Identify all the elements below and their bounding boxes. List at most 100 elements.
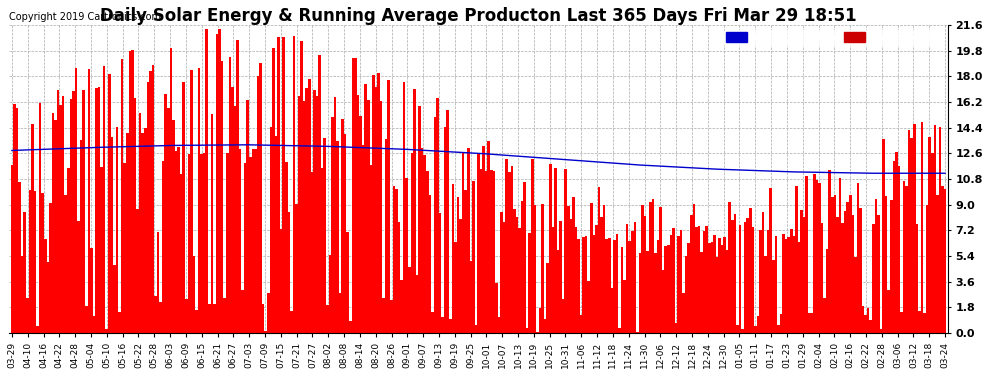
Bar: [677, 236, 680, 333]
Bar: [242, 290, 244, 333]
Bar: [149, 70, 151, 333]
Bar: [837, 217, 839, 333]
Bar: [434, 117, 437, 333]
Bar: [367, 100, 369, 333]
Bar: [508, 172, 511, 333]
Bar: [218, 28, 221, 333]
Bar: [793, 236, 795, 333]
Bar: [249, 157, 251, 333]
Bar: [544, 318, 546, 333]
Bar: [616, 234, 618, 333]
Bar: [477, 153, 480, 333]
Bar: [13, 104, 16, 333]
Bar: [100, 167, 103, 333]
Bar: [880, 329, 882, 333]
Bar: [941, 186, 943, 333]
Bar: [556, 250, 559, 333]
Bar: [406, 177, 408, 333]
Bar: [495, 283, 498, 333]
Bar: [64, 195, 67, 333]
Bar: [874, 199, 877, 333]
Bar: [344, 134, 346, 333]
Bar: [464, 190, 467, 333]
Bar: [839, 178, 842, 333]
Bar: [295, 204, 298, 333]
Bar: [311, 172, 313, 333]
Bar: [272, 48, 274, 333]
Bar: [411, 153, 413, 333]
Bar: [124, 163, 126, 333]
Bar: [756, 316, 759, 333]
Bar: [867, 309, 869, 333]
Bar: [669, 235, 672, 333]
Bar: [562, 299, 564, 333]
Bar: [103, 66, 106, 333]
Bar: [26, 298, 29, 333]
Bar: [195, 310, 198, 333]
Bar: [908, 130, 911, 333]
Bar: [485, 171, 487, 333]
Bar: [572, 197, 574, 333]
Bar: [637, 332, 639, 333]
Bar: [700, 252, 703, 333]
Bar: [790, 230, 793, 333]
Bar: [516, 217, 518, 333]
Bar: [400, 280, 403, 333]
Bar: [513, 210, 516, 333]
Bar: [439, 213, 442, 333]
Bar: [329, 255, 331, 333]
Bar: [890, 200, 893, 333]
Bar: [362, 144, 364, 333]
Bar: [462, 152, 464, 333]
Bar: [303, 101, 306, 333]
Bar: [169, 48, 172, 333]
Bar: [47, 262, 50, 333]
Bar: [221, 61, 224, 333]
Bar: [843, 211, 846, 333]
Bar: [654, 253, 656, 333]
Bar: [585, 236, 587, 333]
Bar: [834, 195, 837, 333]
Bar: [569, 219, 572, 333]
Bar: [285, 162, 287, 333]
Bar: [759, 231, 761, 333]
Bar: [403, 81, 406, 333]
Bar: [24, 212, 26, 333]
Bar: [529, 233, 531, 333]
Bar: [121, 59, 124, 333]
Bar: [442, 317, 444, 333]
Title: Daily Solar Energy & Running Average Producton Last 365 Days Fri Mar 29 18:51: Daily Solar Energy & Running Average Pro…: [100, 7, 856, 25]
Bar: [531, 159, 534, 333]
Bar: [380, 101, 382, 333]
Bar: [567, 206, 569, 333]
Bar: [364, 84, 367, 333]
Bar: [85, 306, 87, 333]
Bar: [818, 183, 821, 333]
Bar: [829, 170, 831, 333]
Bar: [708, 243, 711, 333]
Bar: [377, 73, 380, 333]
Bar: [754, 326, 756, 333]
Bar: [911, 138, 913, 333]
Bar: [226, 153, 229, 333]
Bar: [359, 116, 362, 333]
Bar: [154, 296, 156, 333]
Bar: [416, 275, 418, 333]
Bar: [54, 120, 56, 333]
Bar: [239, 149, 242, 333]
Bar: [831, 197, 834, 333]
Bar: [372, 75, 374, 333]
Bar: [590, 202, 593, 333]
Bar: [503, 222, 506, 333]
Bar: [34, 190, 37, 333]
Bar: [800, 210, 803, 333]
Bar: [926, 206, 929, 333]
Bar: [298, 96, 300, 333]
Bar: [521, 201, 524, 333]
Bar: [644, 216, 646, 333]
Bar: [95, 88, 98, 333]
Bar: [16, 108, 19, 333]
Bar: [808, 313, 811, 333]
Bar: [777, 325, 780, 333]
Bar: [44, 239, 47, 333]
